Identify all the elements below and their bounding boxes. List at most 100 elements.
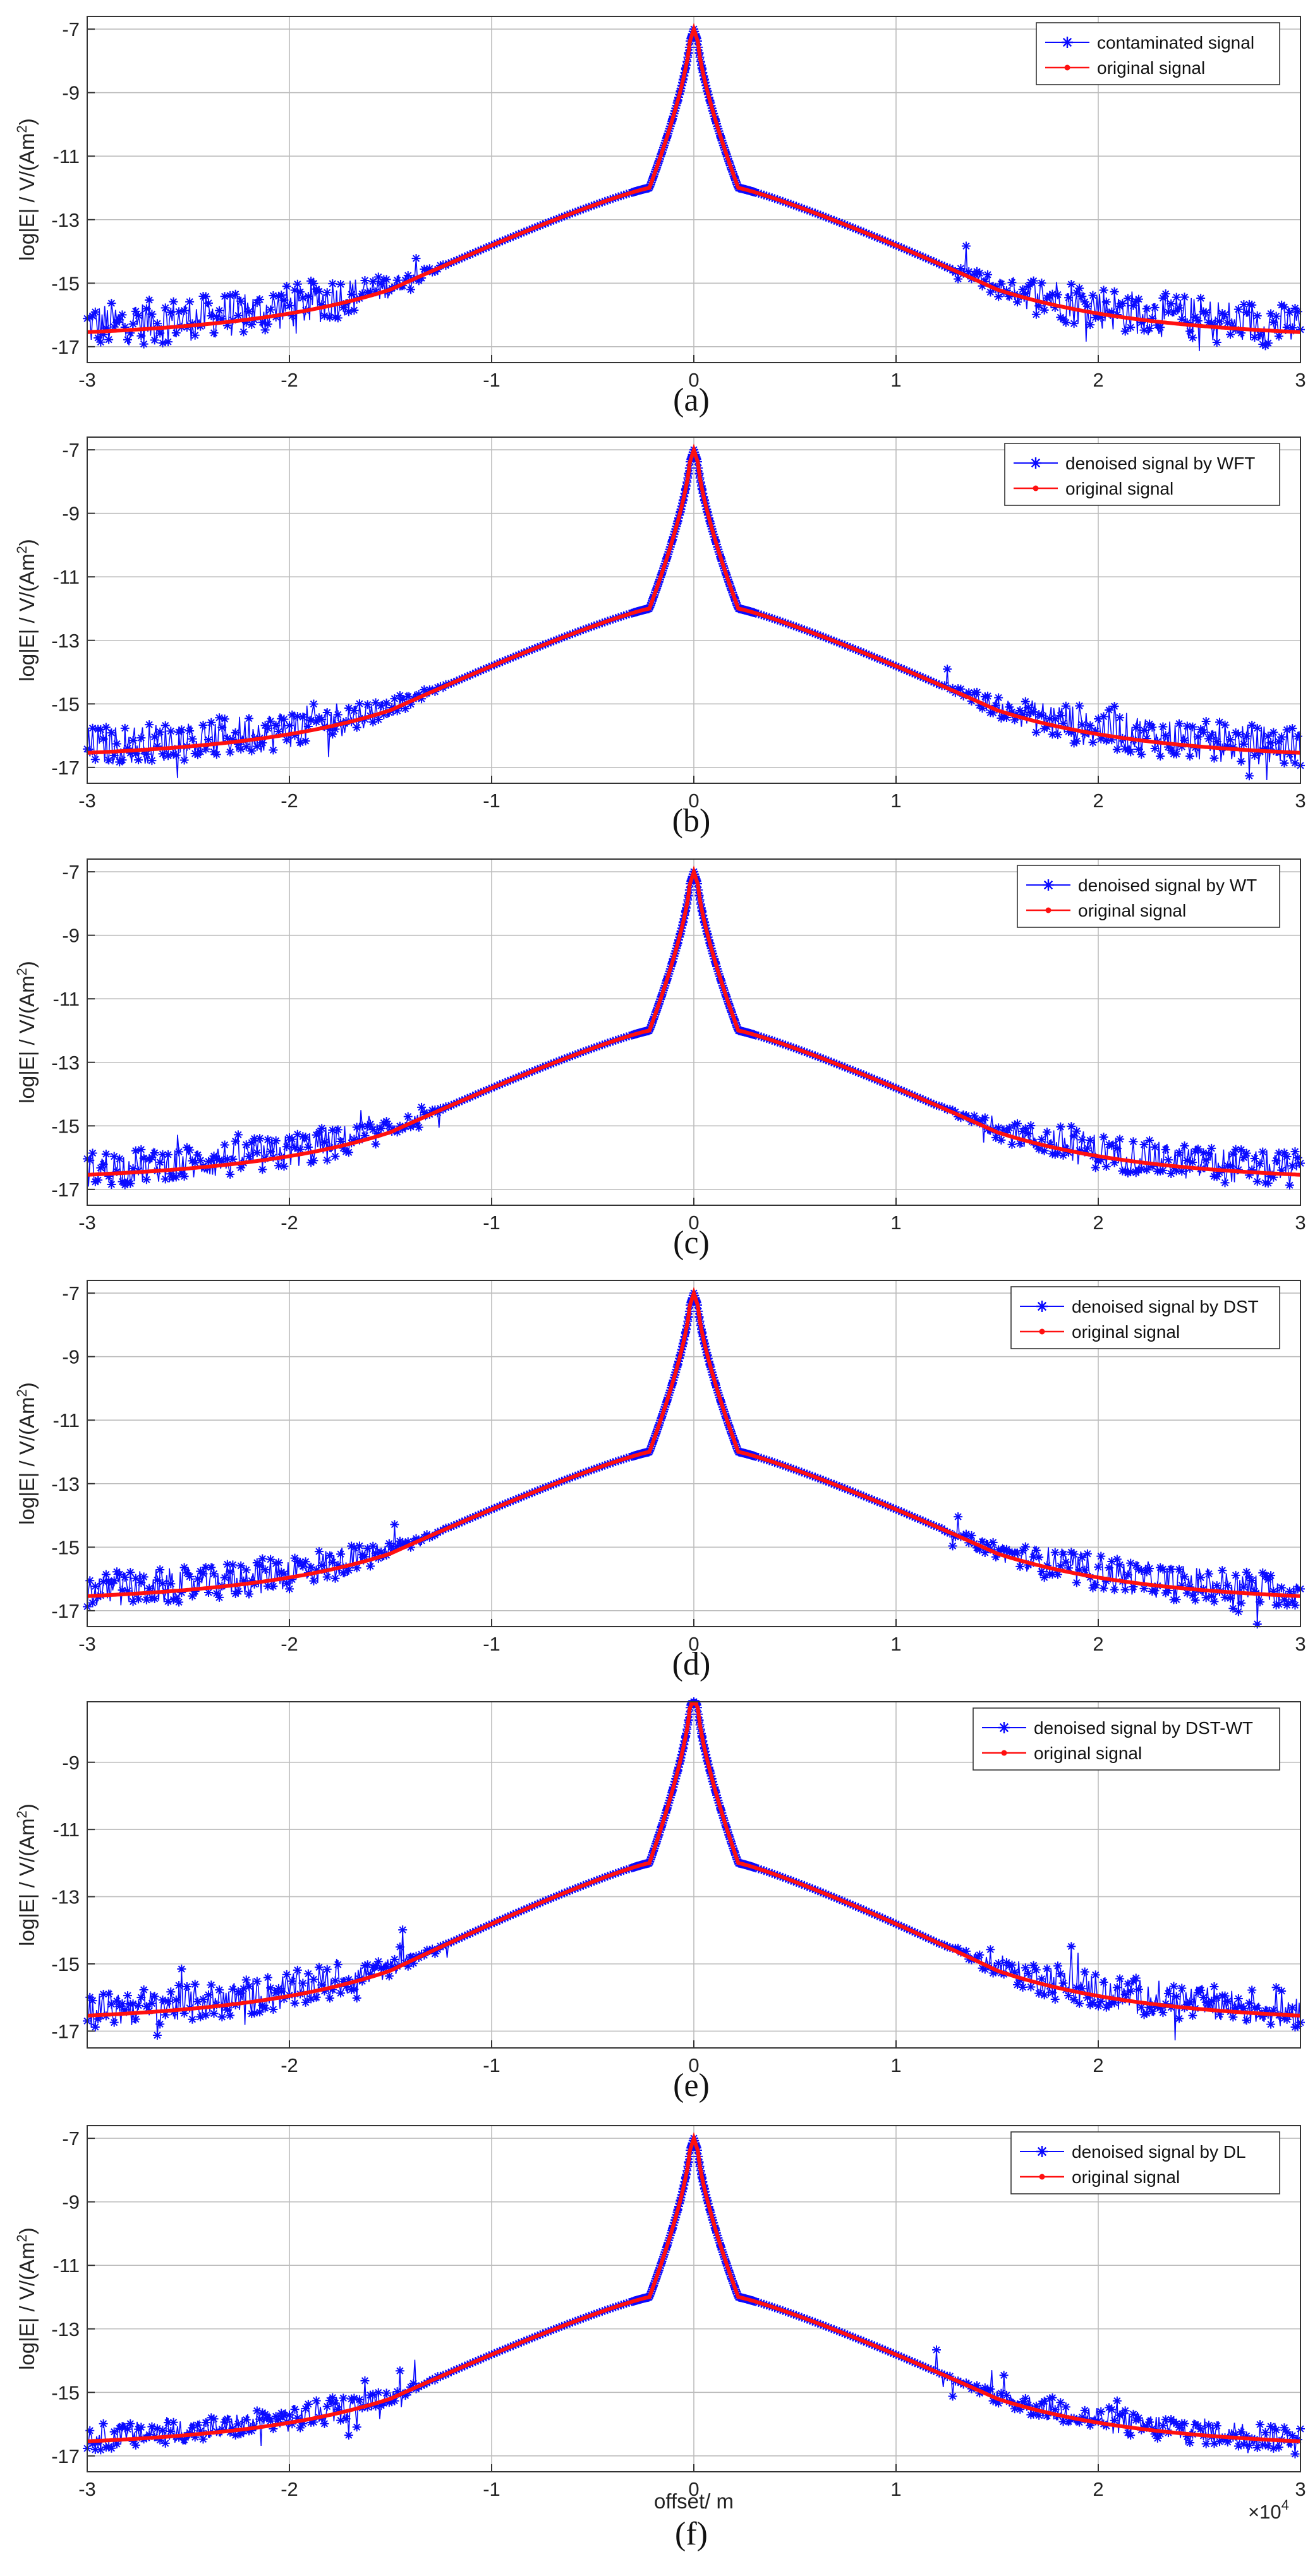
legend-original-marker	[1039, 1328, 1045, 1335]
original-markers	[641, 1701, 747, 1867]
y-tick-label: -9	[62, 1752, 80, 1774]
chart-panel-b: -3 -2 -1 0 1 2 3 -7 -9 -11 -13 -15 -17 log|E| / V/(Am…	[14, 436, 1306, 839]
legend-signal-marker	[998, 1722, 1010, 1733]
chart-panel-c: -3 -2 -1 0 1 2 3 -7 -9 -11 -13 -15 -17 log|E| / V/(Am…	[14, 858, 1306, 1261]
legend: denoised signal by WFT original signal	[1004, 443, 1280, 506]
legend-signal-marker	[1043, 879, 1054, 891]
x-tick-label: 1	[890, 369, 901, 391]
legend-original-marker	[1064, 64, 1070, 71]
legend-box	[1004, 443, 1280, 506]
original-markers	[641, 870, 747, 1034]
original-markers	[641, 2136, 747, 2301]
x-tick-label: -1	[483, 790, 500, 812]
legend: denoised signal by WT original signal	[1017, 865, 1280, 928]
y-axis-label-close: )	[15, 1382, 39, 1389]
chart-panel-a: -3 -2 -1 0 1 2 3 -7 -9 -11 -13 -15 -17 log|E| / V/(Am…	[14, 16, 1306, 418]
x-tick-label: -3	[78, 2478, 96, 2500]
y-tick-label: -11	[52, 1819, 80, 1841]
legend-label-signal: denoised signal by WFT	[1065, 454, 1255, 473]
y-tick-label: -9	[62, 1346, 80, 1368]
x-tick-label: 1	[890, 1212, 901, 1234]
y-axis-label: log|E| / V/(Am2)	[14, 961, 39, 1104]
legend-signal-marker	[1062, 37, 1073, 48]
y-axis-label-power: 2	[14, 2234, 30, 2242]
x-tick-label: 3	[1295, 2478, 1306, 2500]
y-axis-label: log|E| / V/(Am2)	[14, 1382, 39, 1525]
y-tick-label: -7	[62, 1282, 80, 1304]
panel-caption: (d)	[672, 1646, 711, 1682]
y-tick-label: -17	[51, 1179, 80, 1201]
y-axis-label: log|E| / V/(Am2)	[14, 539, 39, 682]
panel-caption: (b)	[672, 803, 711, 839]
y-axis-label-close: )	[15, 118, 39, 125]
legend-box	[1010, 1286, 1280, 1349]
legend: denoised signal by DST-WT original signal	[973, 1707, 1280, 1771]
legend-label-original: original signal	[1072, 1322, 1180, 1342]
x-tick-label: -3	[78, 369, 96, 391]
original-markers	[641, 1291, 747, 1455]
y-tick-label: -17	[51, 336, 80, 358]
panel-caption: (f)	[675, 2516, 708, 2552]
legend: denoised signal by DL original signal	[1010, 2131, 1280, 2194]
y-tick-label: -15	[51, 2381, 80, 2404]
y-tick-label: -17	[51, 2445, 80, 2467]
y-axis-label: log|E| / V/(Am2)	[14, 1803, 39, 1946]
x-tick-label: 2	[1093, 2478, 1103, 2500]
y-tick-label: -13	[51, 630, 80, 652]
legend-label-signal: denoised signal by DL	[1072, 2142, 1246, 2162]
x-tick-label: 2	[1093, 790, 1103, 812]
x-tick-label: 3	[1295, 369, 1306, 391]
legend-original-marker	[1045, 907, 1051, 913]
x-tick-label: -2	[281, 1633, 298, 1655]
legend-signal-marker	[1030, 457, 1041, 469]
legend-box	[1036, 22, 1280, 85]
x-tick-label: 1	[890, 2478, 901, 2500]
x-tick-label: -1	[483, 1212, 500, 1234]
y-tick-label: -17	[51, 1600, 80, 1622]
y-tick-label: -15	[51, 693, 80, 715]
y-axis-label-power: 2	[14, 125, 30, 133]
legend-original-marker	[1033, 485, 1039, 491]
legend-label-original: original signal	[1072, 2167, 1180, 2187]
panel-caption: (e)	[673, 2067, 710, 2104]
y-axis-label-close: )	[15, 1803, 39, 1810]
y-tick-label: -13	[51, 2318, 80, 2340]
x-axis-exponent-power: 4	[1282, 2497, 1289, 2513]
y-tick-label: -7	[62, 439, 80, 461]
y-axis-label-power: 2	[14, 1810, 30, 1818]
legend-label-original: original signal	[1097, 58, 1205, 78]
x-tick-label: -3	[78, 790, 96, 812]
x-tick-label: 2	[1093, 369, 1103, 391]
y-tick-label: -11	[52, 2254, 80, 2277]
x-tick-label: 1	[890, 790, 901, 812]
y-axis-label: log|E| / V/(Am2)	[14, 118, 39, 261]
x-axis-label: offset/ m	[654, 2489, 734, 2513]
y-tick-label: -13	[51, 209, 80, 231]
y-tick-label: -15	[51, 1953, 80, 1975]
x-axis-exponent: ×104	[1248, 2497, 1289, 2523]
x-tick-label: -1	[483, 2478, 500, 2500]
y-tick-label: -7	[62, 2128, 80, 2150]
y-axis-label-power: 2	[14, 968, 30, 975]
x-tick-label: 1	[890, 1633, 901, 1655]
y-tick-label: -11	[52, 566, 80, 588]
y-tick-label: -9	[62, 503, 80, 525]
x-tick-label: -1	[483, 369, 500, 391]
y-axis-label-close: )	[15, 2227, 39, 2234]
x-tick-label: -2	[281, 369, 298, 391]
y-tick-label: -15	[51, 1115, 80, 1137]
legend-box	[1017, 865, 1280, 928]
chart-panel-f: -3 -2 -1 0 1 2 3 -7 -9 -11 -13 -15 -17 log|E| / V/(Am…	[14, 2125, 1306, 2552]
legend-original-marker	[1001, 1750, 1007, 1756]
x-tick-label: 0	[688, 1212, 699, 1234]
legend: contaminated signal original signal	[1036, 22, 1280, 85]
y-tick-label: -7	[62, 861, 80, 883]
x-tick-label: -2	[281, 2478, 298, 2500]
legend-label-signal: denoised signal by DST	[1072, 1297, 1259, 1316]
y-tick-label: -11	[52, 1409, 80, 1431]
x-tick-label: 3	[1295, 790, 1306, 812]
y-tick-label: -9	[62, 2191, 80, 2213]
y-tick-label: -11	[52, 145, 80, 167]
legend-signal-marker	[1036, 2146, 1048, 2157]
y-tick-label: -7	[62, 18, 80, 40]
